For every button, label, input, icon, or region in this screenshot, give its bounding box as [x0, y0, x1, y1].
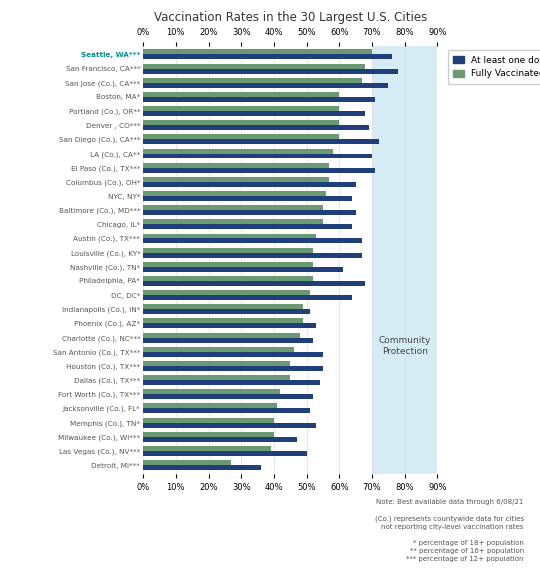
Bar	[143, 366, 323, 371]
Bar	[143, 465, 261, 470]
Bar	[143, 64, 366, 68]
Bar	[143, 139, 379, 144]
Bar	[143, 432, 274, 437]
Bar	[143, 253, 362, 258]
Bar	[143, 182, 356, 187]
Bar	[143, 347, 294, 352]
Bar	[143, 106, 339, 111]
Bar	[143, 210, 356, 215]
Bar	[143, 333, 300, 338]
Bar	[143, 389, 280, 394]
Bar	[143, 361, 291, 366]
Bar	[143, 68, 398, 73]
Text: Community
Protection: Community Protection	[379, 336, 431, 356]
Bar	[143, 134, 339, 139]
Bar	[143, 219, 323, 224]
Bar	[143, 338, 313, 343]
Bar	[143, 234, 316, 238]
Bar	[143, 163, 329, 168]
Bar	[143, 49, 372, 55]
Bar	[143, 92, 339, 97]
Bar	[143, 177, 329, 182]
Bar	[143, 205, 323, 210]
Bar	[143, 267, 342, 272]
Bar	[143, 380, 320, 385]
Bar	[143, 451, 307, 456]
Bar	[143, 409, 310, 413]
Bar	[143, 418, 274, 422]
Bar	[143, 304, 303, 309]
Title: Vaccination Rates in the 30 Largest U.S. Cities: Vaccination Rates in the 30 Largest U.S.…	[153, 11, 427, 24]
Bar	[143, 238, 362, 243]
Bar	[143, 149, 333, 153]
Bar	[143, 437, 297, 441]
Bar	[143, 168, 375, 173]
Bar	[143, 262, 313, 267]
Bar	[143, 290, 310, 295]
Bar	[143, 309, 310, 314]
Bar	[143, 121, 339, 125]
Bar	[143, 224, 353, 229]
Bar	[143, 97, 375, 102]
Bar	[143, 111, 366, 116]
Bar	[143, 248, 313, 253]
Bar	[143, 191, 326, 196]
Bar	[143, 460, 232, 465]
Bar	[143, 324, 316, 328]
Bar	[143, 196, 353, 201]
Bar	[143, 55, 392, 59]
Bar	[143, 422, 316, 428]
Bar	[143, 83, 388, 88]
Bar	[143, 281, 366, 286]
Bar	[143, 352, 323, 356]
Legend: At least one dose, Fully Vaccinated: At least one dose, Fully Vaccinated	[448, 51, 540, 84]
Bar	[143, 78, 362, 83]
Bar	[143, 394, 313, 399]
Bar	[143, 295, 353, 300]
Bar	[143, 125, 369, 130]
Text: Note: Best available data through 6/08/21

(Co.) represents countywide data for : Note: Best available data through 6/08/2…	[375, 499, 524, 562]
Bar	[143, 153, 372, 158]
Bar	[143, 276, 313, 281]
Bar	[143, 319, 303, 324]
Bar	[143, 404, 277, 409]
Bar	[143, 375, 291, 380]
Bar	[372, 46, 437, 474]
Bar	[143, 446, 271, 451]
